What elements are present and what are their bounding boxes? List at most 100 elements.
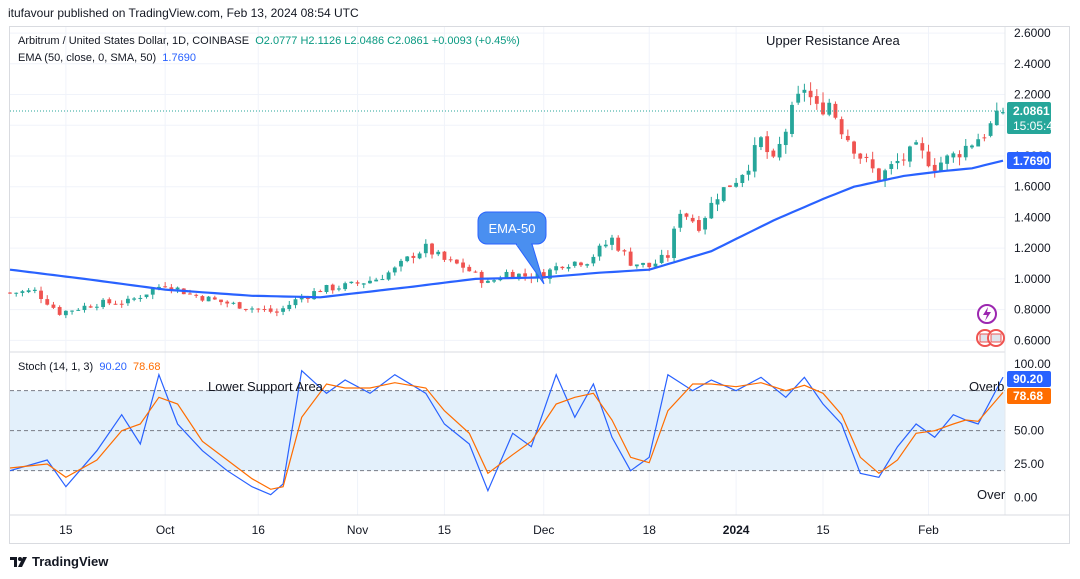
ema-legend-label: EMA (50, close, 0, SMA, 50) — [18, 52, 157, 64]
price-tick-label: 0.8000 — [1014, 303, 1051, 317]
candle-body — [448, 259, 453, 261]
candle-body — [641, 262, 645, 265]
stoch-k-badge-value: 90.20 — [1013, 372, 1043, 386]
candle-body — [268, 308, 273, 312]
candle-body — [901, 159, 906, 161]
candle-body — [647, 262, 652, 268]
candle-body — [579, 262, 583, 266]
candle-body — [572, 261, 577, 266]
candle-body — [821, 102, 825, 115]
candle-body — [293, 299, 298, 306]
candle-body — [262, 309, 267, 311]
candle-body — [777, 143, 782, 158]
stoch-tick-label: 100.00 — [1014, 357, 1051, 371]
candle-body — [914, 142, 919, 145]
candle-body — [870, 159, 875, 169]
price-tick-label: 2.4000 — [1014, 57, 1051, 71]
candle-body — [721, 187, 726, 201]
candle-body — [591, 256, 596, 264]
candle-body — [57, 307, 62, 315]
candle-body — [324, 285, 329, 292]
x-tick-label: Dec — [533, 523, 554, 537]
candle-body — [479, 271, 484, 284]
stoch-tick-label: 25.00 — [1014, 457, 1044, 471]
candle-body — [957, 154, 962, 158]
candle-body — [361, 283, 366, 285]
candle-body — [467, 266, 472, 272]
candle-body — [554, 266, 559, 271]
candle-body — [907, 146, 912, 162]
candle-body — [454, 259, 459, 264]
ema-legend[interactable]: EMA (50, close, 0, SMA, 50) 1.7690 — [18, 52, 196, 64]
candle-body — [343, 283, 348, 290]
candle-body — [411, 255, 416, 258]
candle-body — [678, 213, 683, 228]
candle-body — [951, 153, 956, 158]
footer-brand-text: TradingView — [32, 554, 109, 569]
candle-body — [610, 237, 614, 245]
stoch-k-value: 90.20 — [99, 361, 127, 373]
candle-body — [696, 220, 701, 231]
price-tick-label: 1.6000 — [1014, 180, 1051, 194]
candle-body — [665, 255, 670, 258]
callout-joint — [517, 241, 531, 246]
candle-body — [399, 260, 403, 267]
candle-body — [889, 164, 894, 169]
candle-body — [603, 244, 608, 247]
candle-body — [740, 174, 745, 183]
x-tick-label: Nov — [347, 523, 368, 537]
candle-body — [734, 182, 739, 187]
candle-body — [994, 110, 999, 126]
lower-support-label: Lower Support Area — [208, 379, 324, 394]
lightning-icon[interactable] — [977, 304, 997, 324]
stoch-d-line — [9, 382, 1004, 490]
candle-body — [802, 89, 807, 93]
candle-body — [287, 304, 292, 310]
candle-body — [39, 290, 43, 300]
candle-body — [597, 245, 602, 257]
candle-body — [423, 243, 428, 254]
candle-body — [274, 311, 279, 313]
candle-body — [243, 308, 248, 310]
oversold-label: Over — [977, 487, 1006, 502]
candle-body — [219, 299, 223, 303]
stoch-legend-label: Stoch (14, 1, 3) — [18, 361, 94, 373]
price-tick-label: 2.2000 — [1014, 88, 1051, 102]
x-tick-label: 15 — [59, 523, 73, 537]
candle-body — [523, 273, 528, 277]
candle-body — [299, 297, 304, 300]
candle-body — [746, 170, 751, 175]
candle-body — [126, 298, 130, 304]
candle-body — [318, 291, 323, 293]
symbol-legend[interactable]: Arbitrum / United States Dollar, 1D, COI… — [18, 35, 520, 47]
candle-body — [628, 251, 633, 266]
candle-body — [355, 282, 360, 284]
candle-body — [305, 297, 310, 299]
ema-badge-value: 1.7690 — [1013, 154, 1050, 168]
ohlc-values: O2.0777 H2.1126 L2.0486 C2.0861 +0.0093 … — [255, 35, 520, 47]
stoch-legend[interactable]: Stoch (14, 1, 3) 90.20 78.68 — [18, 361, 161, 373]
candle-body — [194, 294, 199, 296]
candle-body — [82, 305, 87, 311]
candle-body — [690, 217, 695, 222]
price-tick-label: 2.6000 — [1014, 26, 1051, 40]
ema-callout[interactable]: EMA-50 — [477, 211, 547, 285]
candle-body — [405, 256, 410, 262]
x-tick-label: 15 — [816, 523, 830, 537]
symbol-title: Arbitrum / United States Dollar, 1D, COI… — [18, 35, 250, 47]
candle-body — [883, 170, 887, 181]
candle-body — [101, 299, 106, 308]
candle-body — [206, 296, 211, 302]
candle-body — [728, 185, 732, 187]
candle-body — [845, 135, 850, 141]
candle-body — [256, 308, 261, 310]
flag-icon[interactable] — [976, 329, 1005, 347]
candle-body — [876, 168, 881, 182]
candle-body — [392, 267, 397, 273]
candle-body — [312, 291, 317, 300]
stoch-d-badge-value: 78.68 — [1013, 389, 1043, 403]
footer-brand[interactable]: TradingView — [10, 554, 108, 569]
candle-body — [250, 308, 254, 310]
x-tick-label: 15 — [438, 523, 452, 537]
